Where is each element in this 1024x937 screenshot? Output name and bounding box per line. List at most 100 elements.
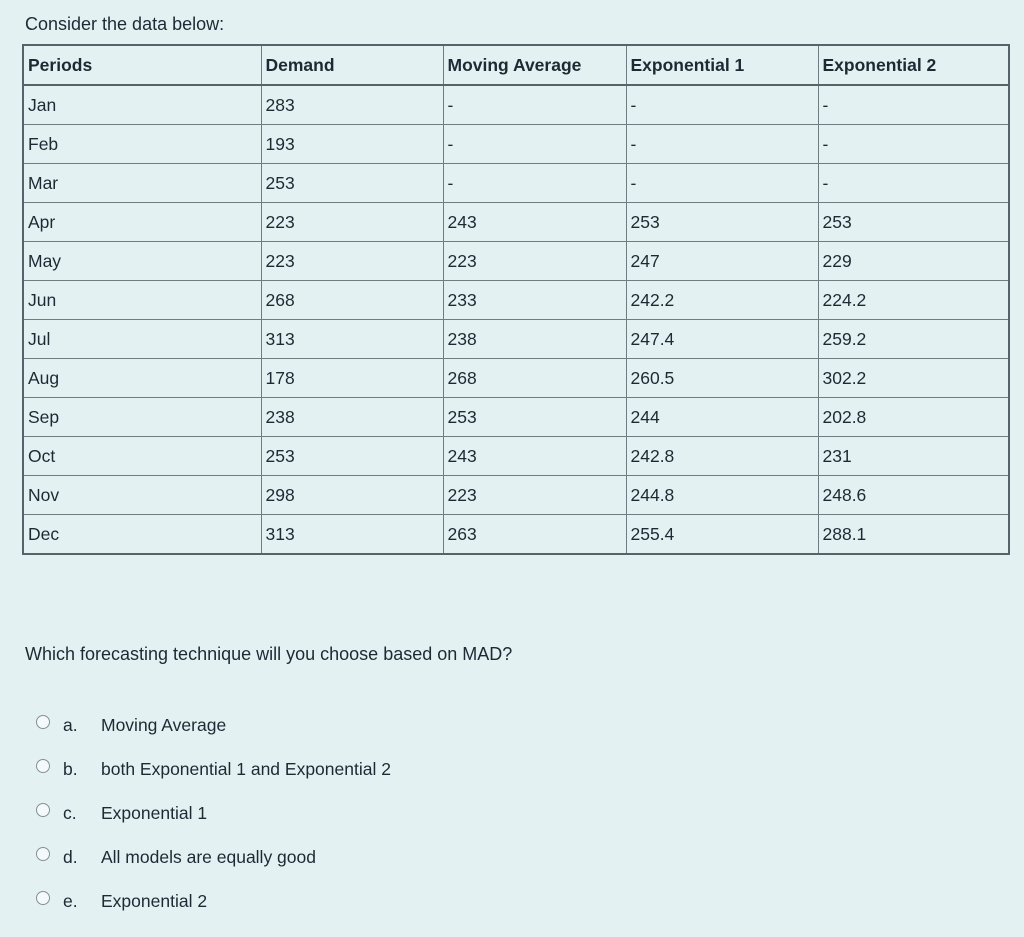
option-row-b[interactable]: b. both Exponential 1 and Exponential 2	[0, 759, 1024, 779]
forecast-data-table: Periods Demand Moving Average Exponential 1…	[22, 44, 1010, 555]
period-cell: Feb	[22, 124, 262, 164]
header-cell: Demand	[260, 44, 444, 86]
value-cell: 224.2	[817, 280, 1010, 320]
option-label: Exponential 2	[101, 890, 208, 911]
value-cell: 202.8	[817, 397, 1010, 437]
value-cell: 253	[260, 436, 444, 476]
value-cell: 238	[260, 397, 444, 437]
period-cell: Nov	[22, 475, 262, 515]
value-cell: 233	[442, 280, 627, 320]
value-cell: -	[817, 84, 1010, 125]
period-cell: May	[22, 241, 262, 281]
option-letter: b.	[63, 758, 78, 779]
value-cell: 231	[817, 436, 1010, 476]
table-row: Jul 313 238 247.4 259.2	[22, 319, 1010, 359]
option-letter: d.	[63, 846, 78, 867]
value-cell: 247	[625, 241, 819, 281]
option-label: Exponential 1	[101, 802, 208, 823]
table-row: Nov 298 223 244.8 248.6	[22, 475, 1010, 515]
table-row: Jan 283- - -	[22, 84, 1010, 125]
period-cell: Mar	[22, 163, 262, 203]
radio-button[interactable]	[36, 715, 50, 729]
value-cell: 260.5	[625, 358, 819, 398]
value-cell: 229	[817, 241, 1010, 281]
value-cell: 283	[260, 84, 444, 125]
value-cell: 313	[260, 514, 444, 555]
period-cell: Apr	[22, 202, 262, 242]
value-cell: 253	[625, 202, 819, 242]
value-cell: 238	[442, 319, 627, 359]
value-cell: 313	[260, 319, 444, 359]
value-cell: 244	[625, 397, 819, 437]
value-cell: -	[625, 124, 819, 164]
table-body: Jan 283- - - Feb 193- - - Mar 253- - - Apr 223 243 253 2…	[22, 84, 1010, 555]
table-row: Jun 268 233 242.2 224.2	[22, 280, 1010, 320]
table-row: Dec 313 263 255.4 288.1	[22, 514, 1010, 555]
radio-button[interactable]	[36, 891, 50, 905]
radio-button[interactable]	[36, 803, 50, 817]
value-cell: -	[817, 124, 1010, 164]
period-cell: Aug	[22, 358, 262, 398]
option-letter: c.	[63, 802, 77, 823]
value-cell: 243	[442, 202, 627, 242]
value-cell: 178	[260, 358, 444, 398]
value-cell: 242.2	[625, 280, 819, 320]
value-cell: -	[442, 163, 627, 203]
options-list: a. Moving Average b. both Exponential 1 and…	[0, 715, 1024, 911]
value-cell: 268	[260, 280, 444, 320]
value-cell: 193	[260, 124, 444, 164]
value-cell: 288.1	[817, 514, 1010, 555]
option-label: both Exponential 1 and Exponential 2	[101, 758, 391, 779]
value-cell: -	[442, 84, 627, 125]
value-cell: 244.8	[625, 475, 819, 515]
option-letter: a.	[63, 714, 78, 735]
option-row-c[interactable]: c. Exponential 1	[0, 803, 1024, 823]
table-header-row: Periods Demand Moving Average Exponential 1…	[22, 44, 1010, 86]
table-row: May 223 223 247 229	[22, 241, 1010, 281]
table-row: Apr 223 243 253 253	[22, 202, 1010, 242]
table-row: Aug 178 268 260.5 302.2	[22, 358, 1010, 398]
header-cell: Moving Average	[442, 44, 627, 86]
value-cell: 268	[442, 358, 627, 398]
value-cell: 248.6	[817, 475, 1010, 515]
question-text: Which forecasting technique will you cho…	[25, 644, 513, 664]
period-cell: Jan	[22, 84, 262, 125]
value-cell: -	[817, 163, 1010, 203]
value-cell: 223	[260, 202, 444, 242]
value-cell: 302.2	[817, 358, 1010, 398]
header-cell: Exponential 2	[817, 44, 1010, 86]
value-cell: 223	[442, 241, 627, 281]
value-cell: 255.4	[625, 514, 819, 555]
period-cell: Sep	[22, 397, 262, 437]
value-cell: 263	[442, 514, 627, 555]
value-cell: -	[625, 84, 819, 125]
value-cell: 253	[442, 397, 627, 437]
table-row: Feb 193- - -	[22, 124, 1010, 164]
option-row-a[interactable]: a. Moving Average	[0, 715, 1024, 735]
option-label: Moving Average	[101, 714, 227, 735]
radio-button[interactable]	[36, 847, 50, 861]
radio-button[interactable]	[36, 759, 50, 773]
value-cell: 223	[260, 241, 444, 281]
header-cell: Exponential 1	[625, 44, 819, 86]
intro-text: Consider the data below:	[25, 14, 225, 34]
value-cell: 247.4	[625, 319, 819, 359]
header-cell: Periods	[22, 44, 262, 86]
option-label: All models are equally good	[101, 846, 316, 867]
option-letter: e.	[63, 890, 78, 911]
table-row: Mar 253- - -	[22, 163, 1010, 203]
period-cell: Jul	[22, 319, 262, 359]
period-cell: Oct	[22, 436, 262, 476]
value-cell: 253	[260, 163, 444, 203]
value-cell: 223	[442, 475, 627, 515]
value-cell: -	[625, 163, 819, 203]
value-cell: 298	[260, 475, 444, 515]
value-cell: -	[442, 124, 627, 164]
option-row-e[interactable]: e. Exponential 2	[0, 891, 1024, 911]
option-row-d[interactable]: d. All models are equally good	[0, 847, 1024, 867]
table-row: Sep 238 253 244 202.8	[22, 397, 1010, 437]
period-cell: Jun	[22, 280, 262, 320]
value-cell: 253	[817, 202, 1010, 242]
value-cell: 259.2	[817, 319, 1010, 359]
